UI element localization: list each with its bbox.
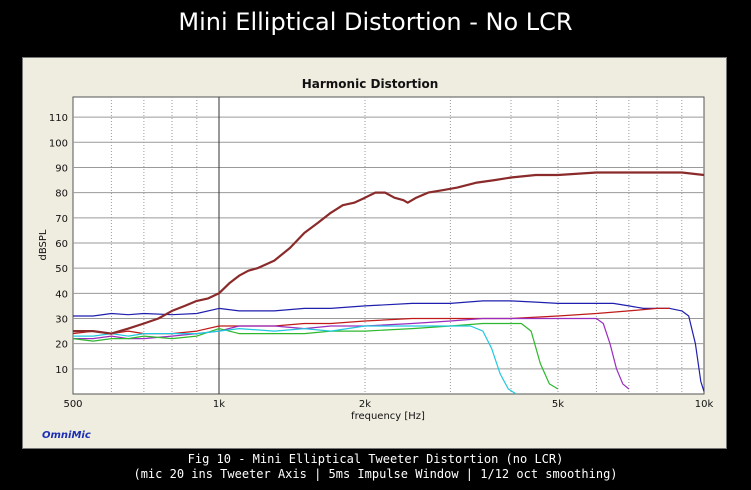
chart-title: Harmonic Distortion	[302, 77, 439, 91]
plot-area	[72, 96, 705, 395]
brand-label: OmniMic	[42, 430, 91, 441]
series-line-3	[72, 322, 559, 390]
x-tick-label: 10k	[695, 399, 714, 410]
y-tick-label: 80	[55, 189, 68, 200]
y-tick-label: 60	[55, 239, 68, 250]
x-tick-label: 5k	[552, 399, 564, 410]
y-tick-label: 110	[49, 113, 68, 124]
x-axis-label: frequency [Hz]	[351, 411, 425, 422]
x-tick-labels: 500 1k 2k 5k 10k	[63, 399, 713, 410]
y-tick-label: 50	[55, 264, 68, 275]
y-tick-label: 20	[55, 340, 68, 351]
x-tick-label: 500	[63, 399, 82, 410]
y-tick-label: 40	[55, 289, 68, 300]
y-tick-label: 10	[55, 365, 68, 376]
y-tick-label: 100	[49, 138, 68, 149]
figure-caption: Fig 10 - Mini Elliptical Tweeter Distort…	[0, 452, 751, 482]
y-tick-label: 70	[55, 214, 68, 225]
grid-lines	[73, 97, 704, 394]
series-lines	[72, 171, 705, 395]
y-tick-label: 30	[55, 314, 68, 325]
series-line-4	[73, 325, 517, 395]
y-axis-label: dBSPL	[38, 229, 49, 260]
caption-line-1: Fig 10 - Mini Elliptical Tweeter Distort…	[187, 452, 564, 466]
y-tick-labels: 10 20 30 40 50 60 70 80 90 100 110	[49, 113, 68, 376]
caption-line-2: (mic 20 ins Tweeter Axis | 5ms Impulse W…	[133, 467, 618, 481]
series-line-2	[73, 317, 630, 390]
x-tick-label: 2k	[359, 399, 371, 410]
page-title: Mini Elliptical Distortion - No LCR	[178, 8, 573, 36]
x-tick-label: 1k	[213, 399, 225, 410]
series-line-5	[73, 171, 705, 335]
y-tick-label: 90	[55, 163, 68, 174]
series-line-1	[72, 307, 670, 335]
